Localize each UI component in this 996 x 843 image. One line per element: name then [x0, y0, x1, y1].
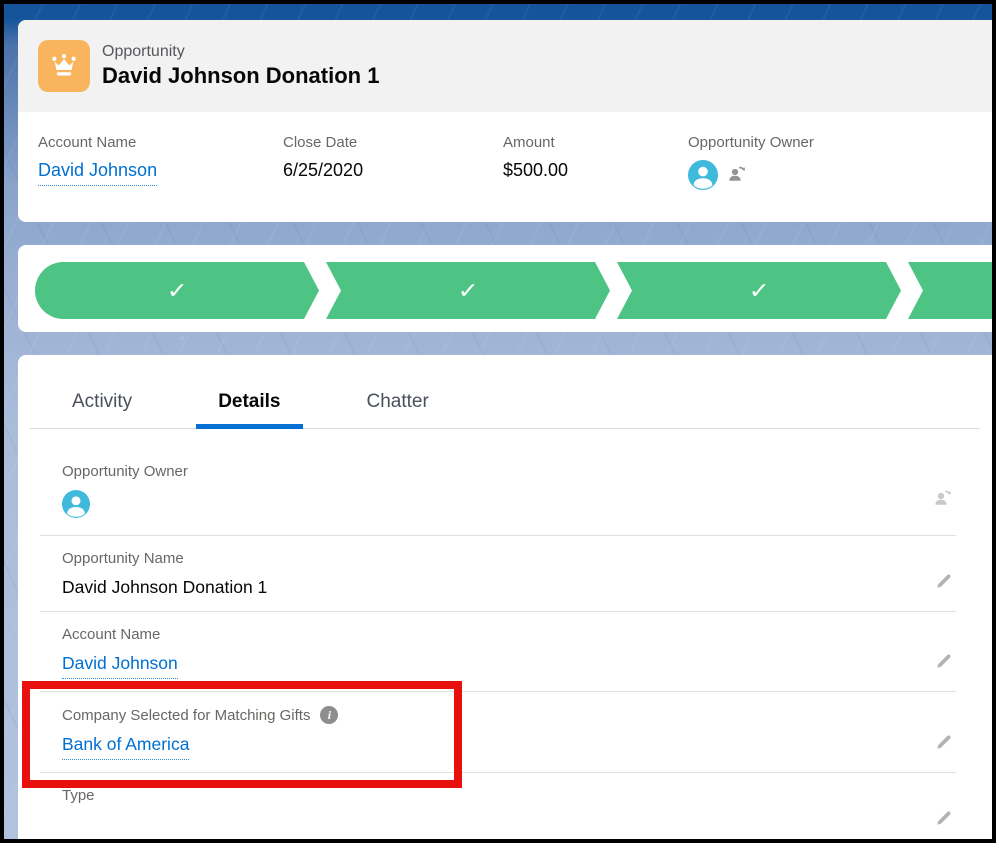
path-stage-complete[interactable]: ✓ [617, 262, 901, 319]
highlight-opportunity-owner: Opportunity Owner [688, 134, 814, 190]
object-label: Opportunity [102, 43, 185, 60]
record-detail-card: Activity Details Chatter Opportunity Own… [18, 355, 992, 839]
opportunity-name-value: David Johnson Donation 1 [62, 577, 268, 597]
checkmark-icon: ✓ [457, 277, 479, 303]
change-owner-icon[interactable] [932, 486, 954, 513]
record-header-card: Opportunity David Johnson Donation 1 Acc… [18, 20, 992, 222]
amount-value: $500.00 [503, 160, 569, 180]
matching-gifts-company-link[interactable]: Bank of America [62, 734, 190, 760]
field-row-type: Type [40, 773, 956, 839]
field-label: Close Date [283, 134, 358, 151]
detail-field-list: Opportunity Owner [18, 429, 992, 839]
change-owner-icon[interactable] [726, 162, 748, 189]
field-label: Amount [503, 134, 555, 151]
account-name-link[interactable]: David Johnson [62, 653, 178, 679]
path-stage-complete[interactable]: ✓ [326, 262, 610, 319]
sales-path: ✓ ✓ ✓ [35, 262, 992, 319]
info-icon[interactable]: i [320, 706, 339, 724]
tab-activity[interactable]: Activity [72, 391, 133, 412]
field-row-account-name: Account Name David Johnson [40, 612, 956, 692]
sales-path-card: ✓ ✓ ✓ [18, 245, 992, 332]
field-label: Company Selected for Matching Gifts [62, 706, 311, 724]
path-stage-complete[interactable]: ✓ [35, 262, 319, 319]
highlight-amount: Amount $500.00 [503, 134, 568, 181]
highlight-close-date: Close Date 6/25/2020 [283, 134, 363, 181]
record-title: David Johnson Donation 1 [102, 63, 380, 88]
user-avatar-icon[interactable] [62, 490, 90, 518]
field-label: Opportunity Owner [688, 134, 814, 151]
checkmark-icon: ✓ [748, 277, 770, 303]
highlights-panel: Account Name David Johnson Close Date 6/… [18, 112, 992, 222]
record-tabs: Activity Details Chatter [30, 355, 980, 429]
tab-details[interactable]: Details [196, 381, 303, 429]
pencil-icon[interactable] [935, 651, 954, 675]
field-label: Opportunity Name [62, 550, 184, 567]
page-background: Opportunity David Johnson Donation 1 Acc… [4, 4, 992, 839]
path-stage-complete-cutoff[interactable] [908, 262, 992, 319]
highlight-account-name: Account Name David Johnson [38, 134, 158, 186]
field-row-opportunity-owner: Opportunity Owner [40, 449, 956, 536]
record-title-bar: Opportunity David Johnson Donation 1 [18, 20, 992, 112]
field-row-opportunity-name: Opportunity Name David Johnson Donation … [40, 536, 956, 612]
account-name-link[interactable]: David Johnson [38, 160, 158, 186]
pencil-icon[interactable] [935, 808, 954, 832]
field-label: Account Name [62, 626, 161, 643]
checkmark-icon: ✓ [166, 277, 188, 303]
field-row-matching-gifts-company: Company Selected for Matching Gifts i Ba… [40, 692, 956, 773]
field-label: Account Name [38, 134, 137, 151]
tab-chatter[interactable]: Chatter [366, 391, 429, 412]
field-label: Type [62, 787, 95, 804]
type-value [62, 814, 916, 836]
user-avatar-icon[interactable] [688, 160, 718, 190]
close-date-value: 6/25/2020 [283, 160, 364, 180]
pencil-icon[interactable] [935, 732, 954, 756]
pencil-icon[interactable] [935, 571, 954, 595]
field-label: Opportunity Owner [62, 463, 188, 480]
opportunity-crown-icon [38, 40, 90, 92]
